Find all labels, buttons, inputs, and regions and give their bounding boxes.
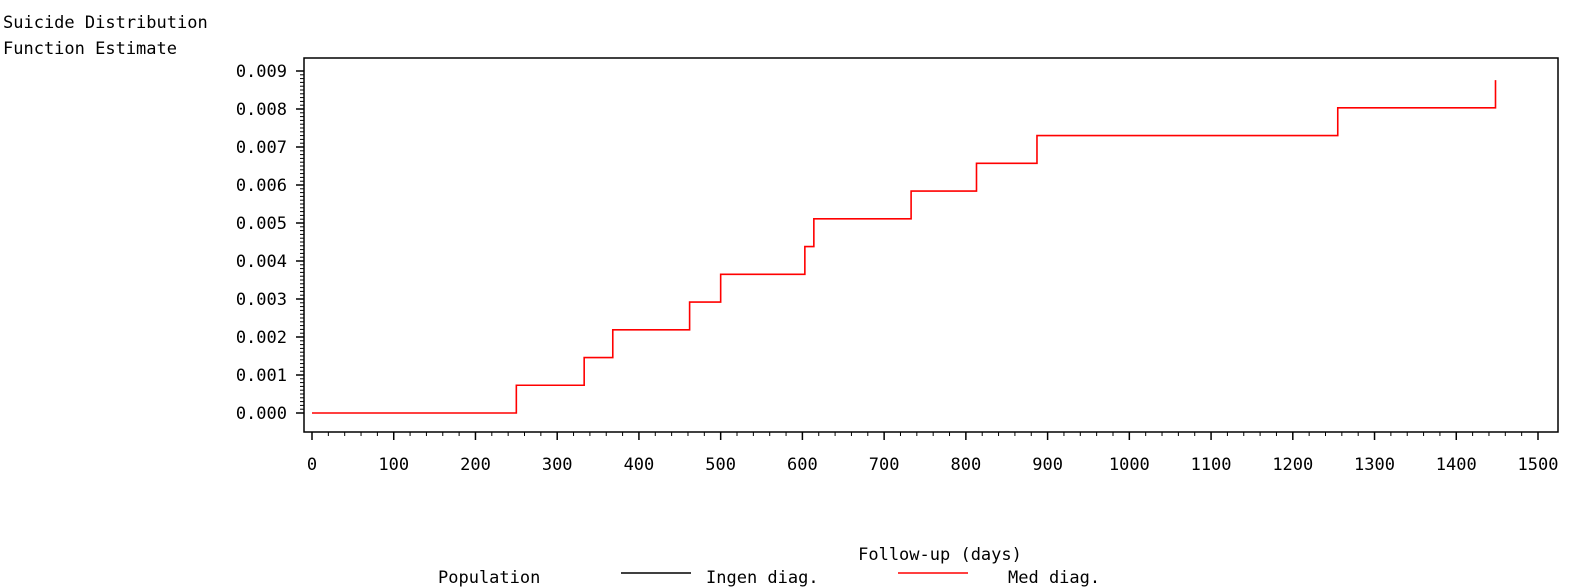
y-axis: 0.000 0.001 0.002 0.003 0.004 0.005 0.006 0.007…	[236, 62, 304, 424]
x-tick-label: 1100	[1191, 455, 1232, 475]
y-tick-label: 0.001	[236, 366, 287, 386]
legend-label: Med diag.	[1008, 568, 1100, 587]
y-axis-label-line-1: Suicide Distribution	[3, 13, 208, 33]
x-tick-label: 900	[1032, 455, 1063, 475]
x-tick-label: 1200	[1272, 455, 1313, 475]
series-line	[312, 80, 1497, 414]
y-tick-label: 0.006	[236, 176, 287, 196]
x-tick-label: 400	[624, 455, 655, 475]
x-tick-label: 100	[378, 455, 409, 475]
x-tick-label: 500	[705, 455, 736, 475]
y-tick-label: 0.003	[236, 290, 287, 310]
x-tick-label: 300	[542, 455, 573, 475]
y-tick-label: 0.002	[236, 328, 287, 348]
x-tick-label: 700	[869, 455, 900, 475]
x-tick-label: 1000	[1109, 455, 1150, 475]
legend-label: Ingen diag.	[706, 568, 819, 587]
plot-frame	[303, 57, 1559, 433]
y-tick-label: 0.004	[236, 252, 287, 272]
x-tick-label: 1300	[1354, 455, 1395, 475]
x-tick-label: 1500	[1518, 455, 1559, 475]
x-tick-label: 1400	[1436, 455, 1477, 475]
x-axis-label: Follow-up (days)	[858, 545, 1022, 565]
y-tick-label: 0.005	[236, 214, 287, 234]
x-axis: 0 100 200 300 400 500 600 700 800 900 1000 1100 1200…	[307, 432, 1559, 475]
legend-title: Population	[438, 568, 540, 587]
x-tick-label: 0	[307, 455, 317, 475]
y-tick-label: 0.009	[236, 62, 287, 82]
y-tick-label: 0.000	[236, 404, 287, 424]
y-axis-label-line-2: Function Estimate	[3, 39, 177, 59]
x-tick-label: 800	[951, 455, 982, 475]
x-tick-label: 200	[460, 455, 491, 475]
x-tick-label: 600	[787, 455, 818, 475]
y-tick-label: 0.008	[236, 100, 287, 120]
legend: Population Ingen diag. Med diag.	[438, 568, 1100, 587]
series-lines	[312, 80, 1497, 414]
y-tick-label: 0.007	[236, 138, 287, 158]
